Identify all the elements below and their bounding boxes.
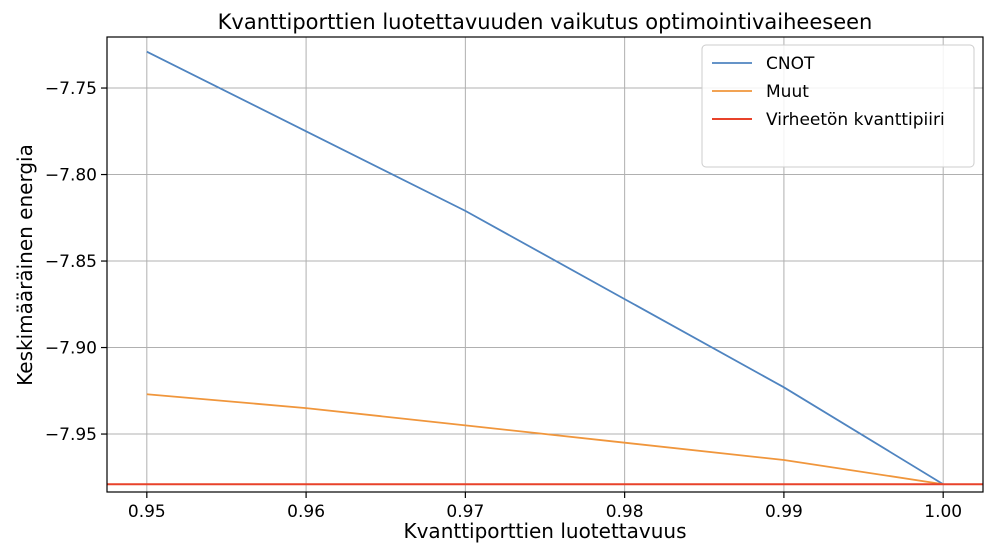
chart-title: Kvanttiporttien luotettavuuden vaikutus … <box>218 10 873 34</box>
legend-label: CNOT <box>766 54 815 74</box>
y-tick-label: −7.75 <box>45 79 97 99</box>
series-line <box>146 50 944 485</box>
x-tick-label: 0.96 <box>287 502 325 522</box>
plot-frame <box>106 36 984 493</box>
y-tick-label: −7.85 <box>45 252 97 272</box>
legend-label: Muut <box>766 82 809 102</box>
y-tick-label: −7.90 <box>45 339 97 359</box>
legend: CNOT Muut Virheetön kvanttipiiri <box>701 44 975 168</box>
series-line <box>146 393 944 486</box>
x-tick-label: 1.00 <box>924 502 962 522</box>
x-axis-label: Kvanttiporttien luotettavuus <box>403 519 686 543</box>
x-tick-label: 0.97 <box>446 502 484 522</box>
legend-label: Virheetön kvanttipiiri <box>766 110 945 130</box>
axis-ticks: 0.95 0.96 0.97 0.98 0.99 1.00 −7.75 −7.80 −7.85 −… <box>45 79 962 522</box>
x-tick-label: 0.99 <box>765 502 803 522</box>
x-tick-label: 0.95 <box>128 502 166 522</box>
x-tick-label: 0.98 <box>606 502 644 522</box>
y-tick-label: −7.95 <box>45 425 97 445</box>
y-axis-label: Keskimääräinen energia <box>13 144 37 386</box>
y-tick-label: −7.80 <box>45 166 97 186</box>
series-lines <box>107 50 983 486</box>
legend-box <box>701 44 975 168</box>
